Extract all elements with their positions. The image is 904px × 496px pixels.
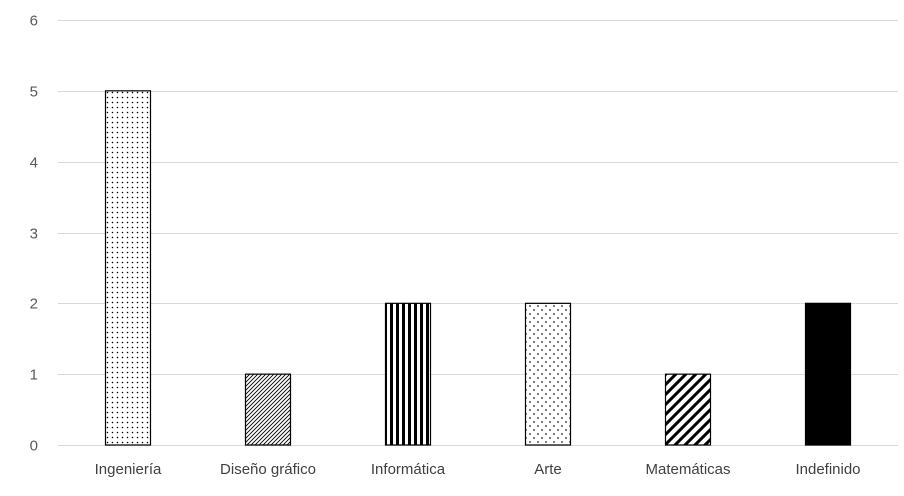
bar-4	[664, 373, 712, 446]
y-tick-label: 3	[30, 226, 38, 243]
y-tick-label: 5	[30, 84, 38, 101]
x-tick-label: Ingeniería	[95, 461, 162, 478]
bar-2	[384, 302, 432, 446]
y-tick-label: 1	[30, 367, 38, 384]
x-tick-label: Matemáticas	[645, 461, 730, 478]
x-tick-label: Arte	[534, 461, 562, 478]
y-tick-label: 2	[30, 296, 38, 313]
bar-3	[524, 302, 572, 446]
y-tick-label: 6	[30, 13, 38, 30]
x-tick-label: Informática	[371, 461, 446, 478]
bars	[104, 90, 852, 446]
y-tick-label: 4	[30, 155, 38, 172]
y-tick-label: 0	[30, 438, 38, 455]
bar-5	[804, 302, 852, 446]
x-tick-label: Indefinido	[795, 461, 860, 478]
x-tick-label: Diseño gráfico	[220, 461, 316, 478]
y-axis-ticks: 0 1 2 3 4 5 6	[30, 13, 38, 455]
bar-1	[244, 373, 292, 446]
x-axis-ticks: Ingeniería Diseño gráfico Informática Arte M…	[95, 461, 861, 478]
gridlines	[58, 20, 898, 446]
bar-0	[104, 90, 152, 446]
